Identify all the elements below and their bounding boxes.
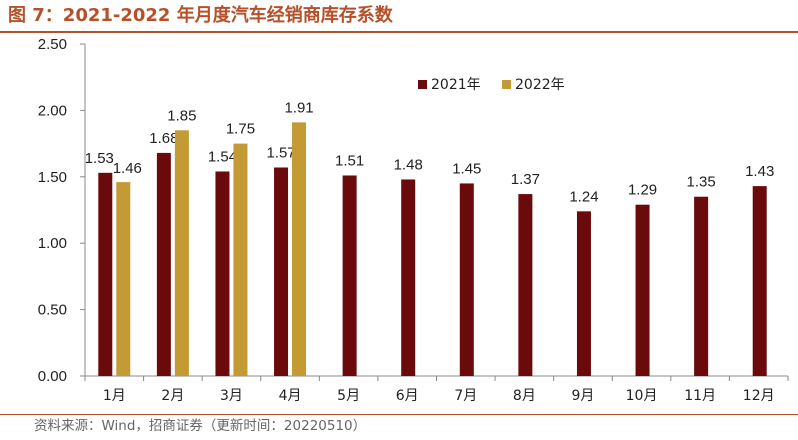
data-label-2022: 1.85 xyxy=(167,107,196,124)
data-label-2021: 1.45 xyxy=(452,160,481,177)
title-divider xyxy=(0,31,798,33)
chart-title: 图 7：2021-2022 年月度汽车经销商库存系数 xyxy=(8,5,393,26)
legend-label-2021: 2021年 xyxy=(431,77,481,93)
x-tick-label: 9月 xyxy=(571,388,594,404)
data-label-2022: 1.91 xyxy=(284,99,313,116)
y-tick-label: 1.00 xyxy=(38,235,67,252)
x-tick-label: 7月 xyxy=(454,388,477,404)
legend-swatch-2022 xyxy=(502,80,511,89)
x-tick-label: 11月 xyxy=(684,388,716,404)
bar-2021 xyxy=(635,204,650,376)
bar-2021 xyxy=(215,171,230,376)
x-tick-label: 5月 xyxy=(337,388,360,404)
bar-2022 xyxy=(174,130,189,376)
x-tick-label: 4月 xyxy=(279,388,302,404)
data-label-2021: 1.48 xyxy=(394,156,423,173)
y-tick-label: 1.50 xyxy=(38,169,67,186)
data-label-2021: 1.37 xyxy=(511,171,540,188)
bar-2022 xyxy=(233,143,248,376)
source-note: 资料来源：Wind，招商证券（更新时间：20220510） xyxy=(34,418,367,434)
bar-2021 xyxy=(156,152,171,376)
bar-2021 xyxy=(274,167,289,376)
bar-2021 xyxy=(576,211,591,376)
bar-chart: 0.00 0.50 1.00 1.50 2.00 2.50 1月 2月 3月 4月 5月 6月 7月 8月… xyxy=(38,36,789,404)
x-tick-label: 3月 xyxy=(220,388,243,404)
legend-swatch-2021 xyxy=(418,80,427,89)
data-label-2021: 1.35 xyxy=(687,174,716,191)
bar-2021 xyxy=(459,183,474,376)
bar-2021 xyxy=(752,186,767,376)
y-tick-label: 2.00 xyxy=(38,102,67,119)
bar-2021 xyxy=(694,196,709,376)
y-tick-label: 0.00 xyxy=(38,368,67,385)
data-label-2022: 1.75 xyxy=(226,121,255,138)
x-tick-label: 2月 xyxy=(161,388,184,404)
bar-2022 xyxy=(292,122,307,377)
y-tick-label: 2.50 xyxy=(38,36,67,53)
data-label-2021: 1.51 xyxy=(335,152,364,169)
data-label-2021: 1.54 xyxy=(208,148,237,165)
data-label-2021: 1.24 xyxy=(569,188,598,205)
data-label-2021: 1.29 xyxy=(628,182,657,199)
x-tick-label: 1月 xyxy=(103,388,126,404)
y-tick-label: 0.50 xyxy=(38,302,67,319)
data-label-2021: 1.68 xyxy=(149,130,178,147)
bar-2021 xyxy=(98,172,113,376)
bar-2021 xyxy=(342,175,357,376)
data-label-2021: 1.53 xyxy=(85,150,114,167)
bar-2021 xyxy=(401,179,416,376)
bar-2022 xyxy=(116,182,131,376)
data-label-2021: 1.43 xyxy=(745,163,774,180)
source-divider xyxy=(0,414,798,415)
x-tick-label: 12月 xyxy=(743,388,775,404)
legend-label-2022: 2022年 xyxy=(515,77,565,93)
data-label-2021: 1.57 xyxy=(266,145,295,162)
x-tick-label: 10月 xyxy=(626,388,658,404)
data-label-2022: 1.46 xyxy=(113,160,142,177)
x-tick-label: 6月 xyxy=(396,388,419,404)
x-tick-label: 8月 xyxy=(513,388,536,404)
bar-2021 xyxy=(518,194,533,376)
